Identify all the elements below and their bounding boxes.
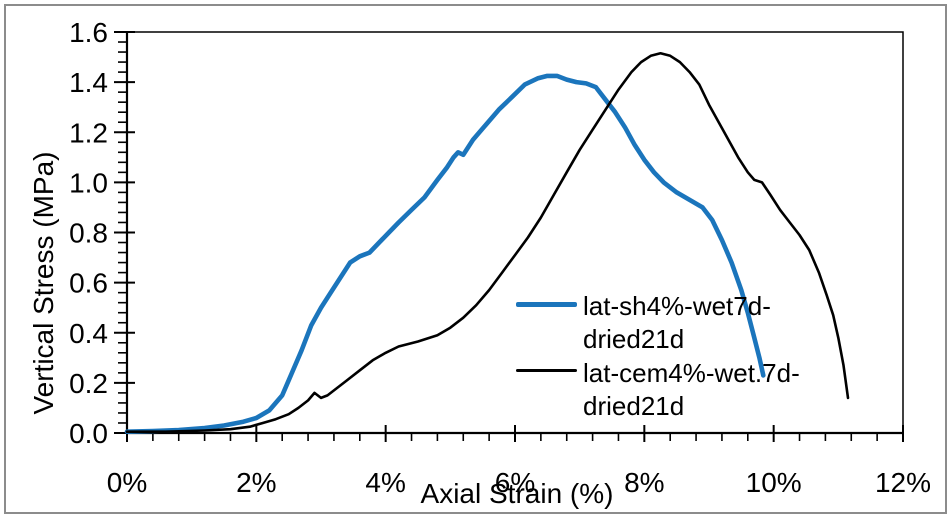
y-tick-label: 0.8 xyxy=(69,218,108,249)
data-series-curves xyxy=(124,51,850,435)
x-tick-label: 4% xyxy=(365,467,405,498)
series-line-lat-sh4%-wet7d-dried21d[interactable] xyxy=(124,73,766,435)
y-tick-label: 0.0 xyxy=(69,418,108,449)
y-tick-label: 1.2 xyxy=(69,117,108,148)
legend-label-line[interactable]: dried21d xyxy=(583,324,685,354)
y-tick-label: 0.2 xyxy=(69,368,108,399)
y-tick-label: 1.6 xyxy=(69,17,108,48)
y-axis-title: Vertical Stress (MPa) xyxy=(28,151,59,415)
legend-label-line[interactable]: dried21d xyxy=(583,391,685,421)
legend-label-line[interactable]: lat-sh4%-wet7d- xyxy=(583,291,771,321)
y-tick-label: 0.4 xyxy=(69,318,108,349)
legend-line-sample-black[interactable] xyxy=(516,369,577,372)
x-tick-label: 12% xyxy=(875,467,931,498)
legend-line-sample-blue[interactable] xyxy=(516,302,577,307)
x-tick-label: 10% xyxy=(746,467,802,498)
tick-labels: 0% 2% 4% 6% 8% 10% 12% 0.0 0.2 0.4 0.6 0.8 1.0 1.2 1.4… xyxy=(69,17,931,498)
x-tick-label: 6% xyxy=(495,467,535,498)
y-tick-label: 0.6 xyxy=(69,268,108,299)
x-tick-label: 8% xyxy=(624,467,664,498)
y-tick-label: 1.4 xyxy=(69,67,108,98)
x-tick-label: 2% xyxy=(236,467,276,498)
axis-ticks xyxy=(114,31,904,442)
series-line-lat-cem4%-wet.7d-dried21d[interactable] xyxy=(125,51,850,434)
legend-label-line[interactable]: lat-cem4%-wet.7d- xyxy=(583,358,800,388)
y-tick-label: 1.0 xyxy=(69,167,108,198)
x-axis-title: Axial Strain (%) xyxy=(420,478,614,509)
x-tick-label: 0% xyxy=(107,467,147,498)
